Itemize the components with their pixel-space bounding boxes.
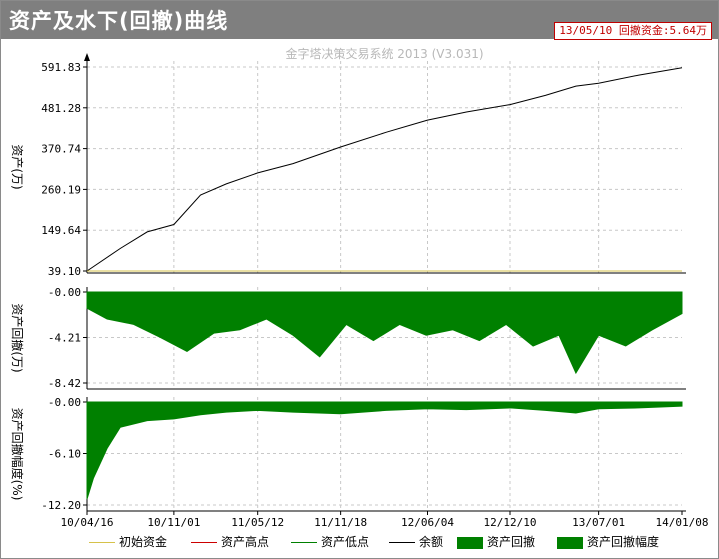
y-tick-label: -4.21 <box>48 332 81 345</box>
y-axis-label: 资产(万) <box>10 144 24 189</box>
y-tick-label: 260.19 <box>41 183 81 196</box>
legend-item: 资产高点 <box>191 534 269 550</box>
y-axis-label: 资产回撤幅度(%) <box>10 408 25 501</box>
legend-item: 资产低点 <box>291 534 369 550</box>
watermark: 金字塔决策交易系统 2013 (V3.031) <box>285 46 483 61</box>
y-tick-label: 39.10 <box>48 265 81 278</box>
y-tick-label: 370.74 <box>41 143 81 156</box>
y-tick-label: -0.00 <box>48 396 81 409</box>
series-area-资产回撤幅度 <box>86 401 683 500</box>
legend-swatch <box>291 542 317 543</box>
legend-label: 资产回撤幅度 <box>587 535 660 549</box>
legend-item: 资产回撤 <box>457 534 535 550</box>
y-tick-label: -0.00 <box>48 286 81 299</box>
x-tick-label: 14/01/08 <box>656 516 709 529</box>
x-tick-label: 10/04/16 <box>61 516 114 529</box>
y-tick-label: 591.83 <box>41 61 81 74</box>
x-tick-label: 10/11/01 <box>147 516 200 529</box>
legend-swatch <box>389 542 415 543</box>
y-tick-label: -8.42 <box>48 377 81 390</box>
x-tick-label: 11/11/18 <box>314 516 367 529</box>
legend-item: 初始资金 <box>89 534 167 550</box>
y-tick-label: -12.20 <box>41 499 81 512</box>
y-tick-label: 481.28 <box>41 102 81 115</box>
legend-swatch <box>457 536 483 549</box>
drawdown-status: 13/05/10 回撤资金:5.64万 <box>554 22 712 40</box>
chart-title: 资产及水下(回撤)曲线 <box>9 9 229 33</box>
legend-label: 资产低点 <box>321 535 370 549</box>
legend-label: 余额 <box>419 535 444 549</box>
y-axis-arrow <box>84 53 90 61</box>
x-tick-label: 12/06/04 <box>401 516 454 529</box>
legend-swatch <box>89 542 115 543</box>
chart-plot: 591.83 481.28 370.74 260.19 149.64 39.10 资产(万)… <box>10 46 709 529</box>
y-tick-label: -6.10 <box>48 448 81 461</box>
x-tick-label: 12/12/10 <box>484 516 537 529</box>
title-bar: 资产及水下(回撤)曲线 13/05/10 回撤资金:5.64万 <box>1 1 718 40</box>
y-tick-label: 149.64 <box>41 224 81 237</box>
legend-label: 资产回撤 <box>487 535 536 549</box>
legend-swatch <box>557 536 583 549</box>
legend: 初始资金 资产高点 资产低点 余额 资产回撤 资产回撤幅度 <box>1 530 718 556</box>
x-tick-label: 13/07/01 <box>572 516 625 529</box>
series-area-资产回撤 <box>86 291 683 375</box>
x-tick-label: 11/05/12 <box>231 516 284 529</box>
y-axis-label: 资产回撤(万) <box>10 303 25 372</box>
legend-item: 余额 <box>389 534 443 550</box>
legend-item: 资产回撤幅度 <box>557 534 659 550</box>
legend-label: 资产高点 <box>221 535 270 549</box>
legend-swatch <box>191 542 217 543</box>
legend-label: 初始资金 <box>119 535 168 549</box>
series-line-余额 <box>86 67 683 272</box>
